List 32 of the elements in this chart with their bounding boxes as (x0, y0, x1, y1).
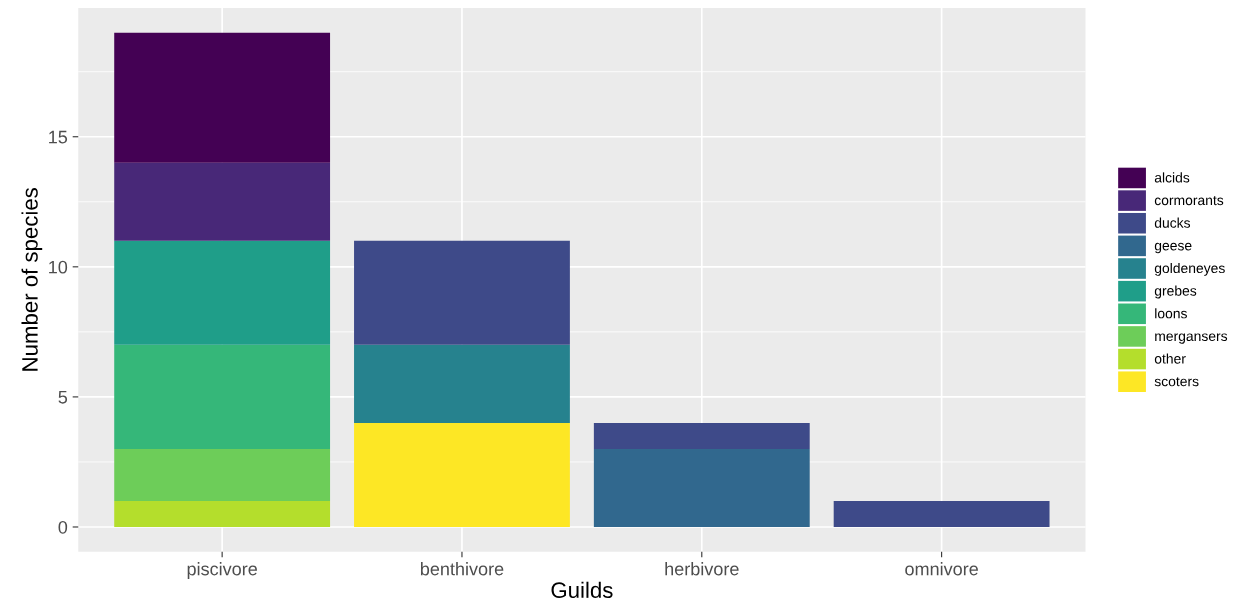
bar (114, 448, 331, 501)
legend-label: alcids (1154, 172, 1190, 183)
bar (354, 344, 570, 423)
bar (593, 422, 810, 449)
legend-label: mergansers (1155, 333, 1228, 344)
y-axis-title: Number of species (21, 188, 43, 371)
y-tick-label: 10 (49, 260, 68, 274)
x-tick-label: piscivore (187, 562, 257, 579)
y-tick-label: 5 (58, 391, 68, 404)
legend-label: geese (1154, 242, 1192, 254)
bar (354, 240, 570, 345)
x-tick-label: omnivore (905, 562, 978, 576)
bar (354, 422, 570, 527)
legend-label: scoters (1154, 377, 1199, 387)
x-tick-label: benthivore (420, 562, 504, 576)
legend-label: ducks (1154, 217, 1191, 228)
y-tick-label: 0 (58, 520, 68, 534)
x-axis-title: Guilds (551, 581, 613, 599)
bar (593, 448, 810, 527)
legend-label: other (1154, 353, 1186, 364)
x-tick-label: herbivore (665, 562, 739, 576)
bar (114, 240, 331, 345)
legend-label: cormorants (1154, 196, 1224, 206)
legend-label: loons (1155, 308, 1187, 319)
bar (114, 32, 331, 163)
legend-label: grebes (1154, 285, 1197, 299)
legend-label: goldeneyes (1154, 262, 1225, 276)
bar (833, 500, 1050, 527)
y-tick-label: 15 (49, 130, 68, 144)
bar (114, 500, 331, 527)
bar (114, 162, 331, 241)
bar (114, 344, 331, 449)
